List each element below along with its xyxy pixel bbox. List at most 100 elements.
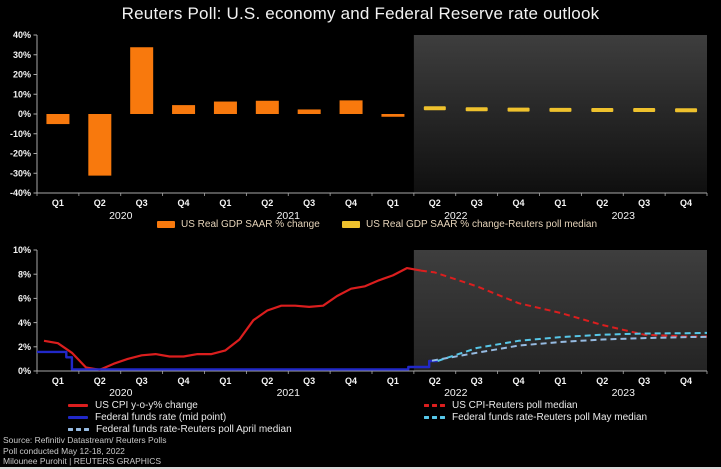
x-tick-label: Q4 — [178, 376, 190, 386]
x-tick-label: Q1 — [219, 376, 231, 386]
legend-item: Federal funds rate-Reuters poll April me… — [68, 423, 292, 435]
bottom-chart-legend-left: US CPI y-o-y% change Federal funds rate (… — [68, 399, 292, 435]
legend-item: Federal funds rate (mid point) — [68, 411, 292, 423]
gdp-bar — [213, 101, 237, 114]
y-tick-label: -30% — [10, 168, 31, 178]
x-tick-label: Q3 — [136, 198, 148, 208]
y-tick-label: 0% — [18, 109, 31, 119]
legend-label: Federal funds rate-Reuters poll May medi… — [452, 411, 648, 423]
legend-item: US CPI-Reuters poll median — [424, 399, 647, 411]
footer: Source: Refinitiv Datastream/ Reuters Po… — [3, 435, 166, 467]
y-tick-label: -40% — [10, 188, 31, 198]
x-tick-label: Q1 — [554, 198, 566, 208]
x-tick-label: Q4 — [680, 198, 692, 208]
y-tick-label: -10% — [10, 129, 31, 139]
poll-median-dash — [423, 106, 446, 111]
x-tick-label: Q2 — [94, 376, 106, 386]
x-tick-label: Q1 — [52, 198, 64, 208]
gdp-bar — [172, 105, 196, 114]
x-tick-label: Q4 — [178, 198, 190, 208]
legend-swatch — [68, 427, 89, 431]
x-tick-label: Q3 — [471, 376, 483, 386]
legend-item: US CPI y-o-y% change — [68, 399, 292, 411]
x-tick-label: Q4 — [513, 198, 525, 208]
legend-label: US CPI-Reuters poll median — [452, 399, 578, 411]
y-tick-label: 10% — [13, 245, 31, 255]
poll-median-dash — [465, 107, 488, 112]
chart-title: Reuters Poll: U.S. economy and Federal R… — [121, 4, 600, 23]
y-tick-label: 30% — [13, 50, 31, 60]
y-tick-label: -20% — [10, 149, 31, 159]
year-label: 2021 — [277, 210, 301, 222]
year-label: 2023 — [612, 387, 636, 399]
poll-median-dash — [507, 107, 530, 112]
y-tick-label: 8% — [18, 269, 31, 279]
x-tick-label: Q2 — [261, 198, 273, 208]
x-tick-label: Q3 — [303, 198, 315, 208]
x-tick-label: Q1 — [387, 376, 399, 386]
legend-item: US Real GDP SAAR % change-Reuters poll m… — [342, 219, 597, 230]
x-tick-label: Q2 — [94, 198, 106, 208]
source-line: Source: Refinitiv Datastream/ Reuters Po… — [3, 435, 167, 445]
x-tick-label: Q1 — [52, 376, 64, 386]
x-tick-label: Q1 — [387, 198, 399, 208]
x-tick-label: Q3 — [638, 198, 650, 208]
x-tick-label: Q3 — [638, 376, 650, 386]
gdp-bar — [88, 114, 112, 176]
legend-swatch — [68, 403, 88, 407]
gdp-bar — [297, 109, 321, 114]
x-tick-label: Q2 — [596, 376, 608, 386]
y-tick-label: 40% — [13, 30, 31, 40]
gdp-bar — [339, 100, 363, 114]
x-tick-label: Q2 — [596, 198, 608, 208]
y-tick-label: 2% — [18, 342, 31, 352]
poll-date-line: Poll conducted May 12-18, 2022 — [3, 445, 125, 456]
gdp-bar — [46, 114, 70, 125]
poll-median-dash — [633, 108, 656, 113]
y-tick-label: 0% — [18, 366, 31, 376]
x-tick-label: Q2 — [261, 376, 273, 386]
x-tick-label: Q2 — [429, 376, 441, 386]
x-tick-label: Q1 — [219, 198, 231, 208]
x-tick-label: Q2 — [429, 198, 441, 208]
x-tick-label: Q4 — [513, 376, 525, 386]
legend-label: Federal funds rate-Reuters poll April me… — [96, 423, 292, 435]
y-tick-label: 10% — [13, 89, 31, 99]
x-tick-label: Q4 — [680, 376, 692, 386]
bottom-chart-legend-right: US CPI-Reuters poll median Federal funds … — [424, 399, 647, 423]
gdp-bar — [255, 100, 279, 114]
gdp-bar — [381, 114, 405, 117]
legend-item: US Real GDP SAAR % change — [157, 219, 320, 230]
gdp-bar-chart: 40% 30% 20% 10% 0% -10% -20% -30% -40% Q1 Q2 Q3 Q4 Q1… — [10, 30, 708, 222]
forecast-region — [413, 250, 707, 371]
legend-item: Federal funds rate-Reuters poll May medi… — [424, 411, 647, 423]
cpi-fedfunds-line-chart: 10% 8% 6% 4% 2% 0% Q1 Q2 Q3 Q4 Q1 Q2 Q3 Q4 Q1 Q2 Q3 Q4 Q1 Q… — [13, 245, 708, 399]
legend-swatch — [68, 415, 88, 419]
x-tick-label: Q1 — [554, 376, 566, 386]
legend-label: US CPI y-o-y% change — [95, 399, 198, 411]
y-tick-label: 4% — [18, 318, 31, 328]
y-tick-label: 20% — [13, 70, 31, 80]
poll-median-dash — [675, 108, 698, 113]
x-tick-label: Q3 — [303, 376, 315, 386]
year-label: 2020 — [109, 387, 133, 399]
y-tick-label: 6% — [18, 294, 31, 304]
legend-swatch — [342, 221, 360, 228]
legend-label: US Real GDP SAAR % change — [181, 219, 320, 230]
year-label: 2020 — [109, 210, 133, 222]
x-tick-label: Q3 — [471, 198, 483, 208]
year-label: 2022 — [444, 387, 468, 399]
legend-label: US Real GDP SAAR % change-Reuters poll m… — [366, 219, 598, 230]
year-label: 2023 — [612, 210, 636, 222]
series-line-dashed-light_blue — [431, 335, 708, 362]
series-line-dashed-cyan — [437, 331, 708, 362]
series-line-solid-red — [43, 267, 422, 371]
x-tick-label: Q3 — [136, 376, 148, 386]
poll-median-dash — [591, 108, 614, 113]
x-tick-label: Q4 — [345, 198, 357, 208]
legend-label: Federal funds rate (mid point) — [95, 411, 227, 423]
credit-line: Milounee Purohit | REUTERS GRAPHICS — [3, 456, 162, 466]
year-label: 2021 — [277, 387, 301, 399]
legend-swatch — [424, 403, 445, 407]
